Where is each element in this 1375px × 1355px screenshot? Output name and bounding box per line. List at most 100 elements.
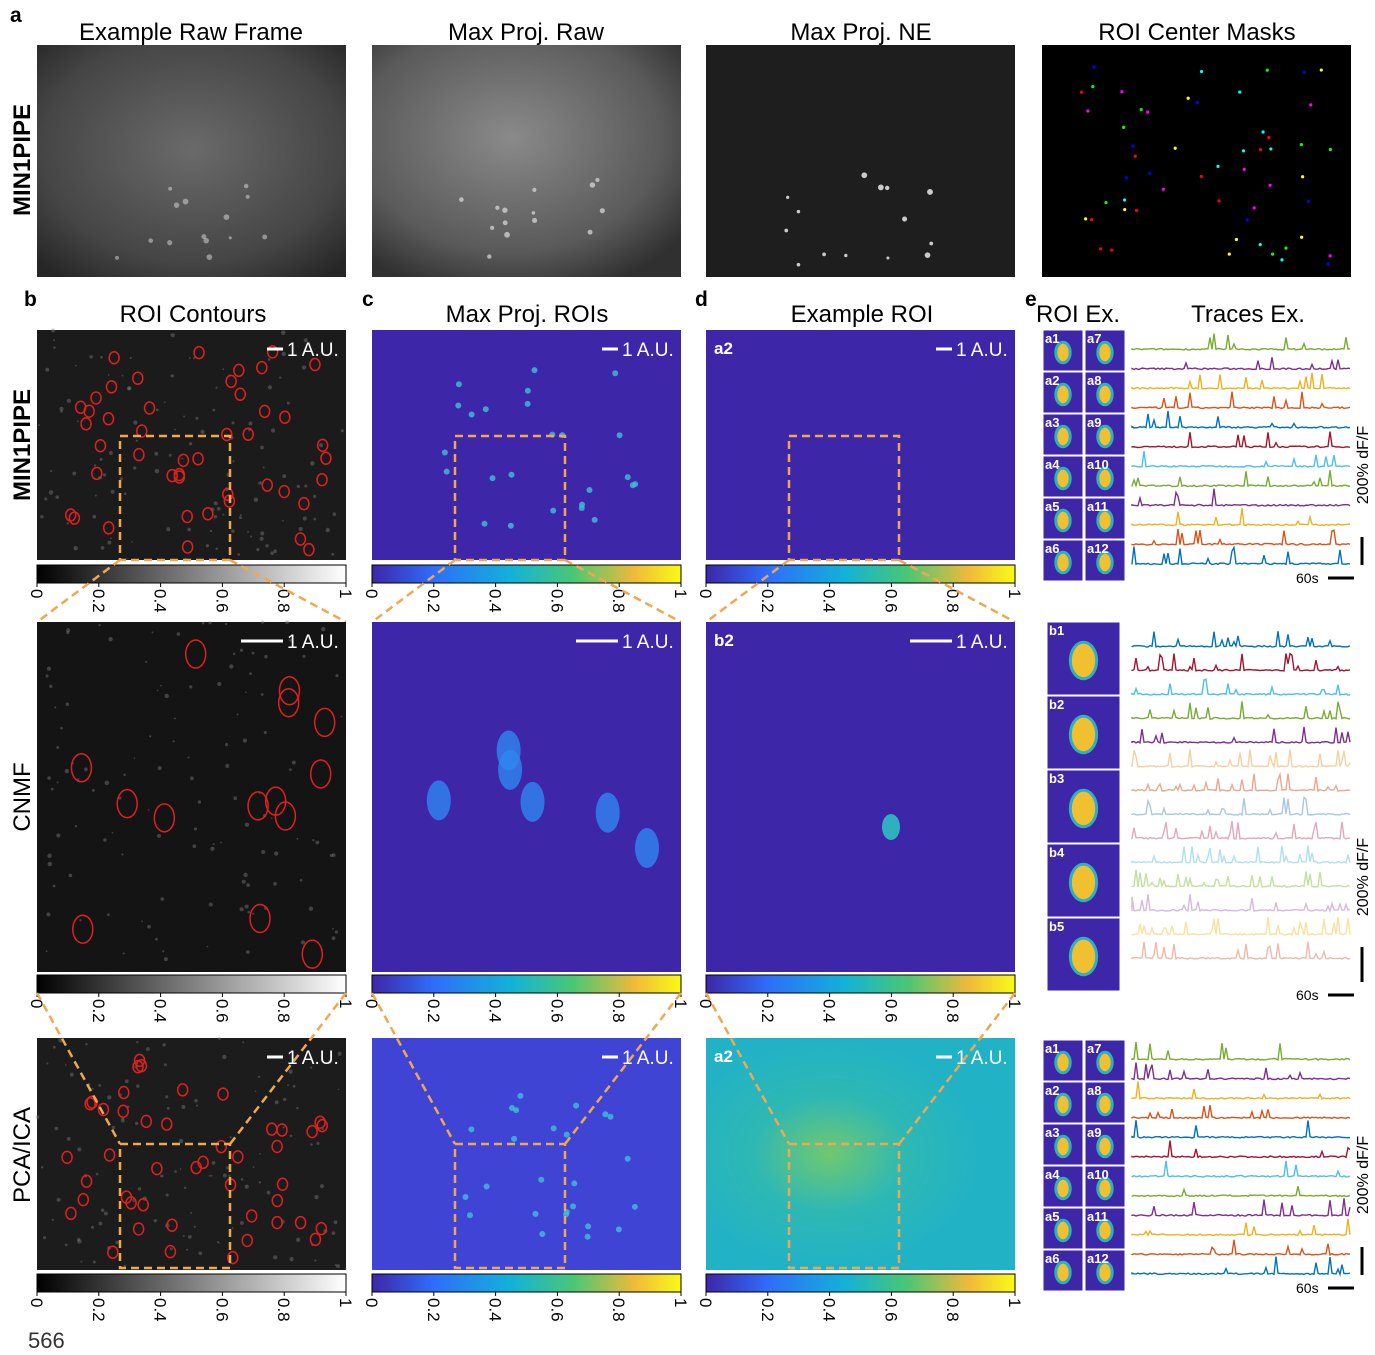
bright-cell	[927, 189, 933, 195]
noise	[189, 442, 192, 445]
bright-cell	[203, 238, 209, 244]
noise	[232, 1227, 234, 1229]
trace	[1132, 508, 1350, 525]
bright-cell	[168, 187, 172, 191]
noise	[287, 402, 290, 405]
colorbar	[37, 1274, 346, 1292]
noise	[263, 466, 265, 468]
roi-blob	[517, 1093, 523, 1099]
roi-blob	[607, 1114, 613, 1120]
noise	[288, 1069, 292, 1073]
noise	[270, 551, 274, 555]
mask-dot	[1200, 175, 1203, 178]
noise	[252, 652, 255, 655]
colorbar-tick-label: 1	[671, 1298, 690, 1307]
mask-dot	[1301, 175, 1304, 178]
bright-cell	[495, 206, 499, 210]
mask-dot	[1242, 149, 1245, 152]
roi-blob	[442, 450, 448, 456]
noise	[213, 843, 215, 845]
colorbar-tick-label: 0.6	[881, 999, 900, 1023]
noise	[302, 365, 306, 369]
scale-bar-label: 1 A.U.	[622, 340, 674, 361]
noise	[171, 333, 175, 337]
trace	[1132, 1063, 1350, 1080]
colorbar	[37, 975, 346, 993]
colorbar-tick-label: 0.8	[274, 999, 293, 1023]
noise	[333, 512, 337, 516]
mask-dot	[1259, 243, 1262, 246]
noise	[246, 950, 250, 954]
noise	[77, 1147, 81, 1151]
noise	[147, 925, 151, 929]
noise	[198, 1251, 202, 1255]
roi-tile-label: a9	[1087, 415, 1101, 430]
mask-dot	[1110, 249, 1113, 252]
noise	[299, 527, 303, 531]
roi-blob	[427, 780, 451, 820]
image-panel	[372, 1038, 681, 1270]
noise	[245, 692, 247, 694]
trace	[1132, 334, 1350, 350]
panel-letter: e	[1025, 288, 1037, 311]
time-scale-label: 60s	[1296, 1280, 1319, 1296]
noise	[220, 842, 222, 844]
roi-blob	[596, 793, 620, 833]
noise	[261, 850, 265, 854]
trace	[1132, 1257, 1350, 1275]
roi-tile-cell	[1070, 864, 1096, 901]
noise	[77, 421, 79, 423]
noise	[154, 452, 158, 456]
noise	[223, 1173, 227, 1177]
noise	[67, 522, 69, 524]
noise	[43, 1236, 46, 1239]
noise	[218, 1242, 220, 1244]
bright-cell	[844, 254, 847, 257]
noise	[70, 1073, 74, 1077]
mask-dot	[1217, 199, 1220, 202]
noise	[145, 661, 147, 663]
trace	[1132, 432, 1350, 448]
roi-blob	[592, 517, 598, 523]
noise	[136, 439, 138, 441]
colorbar-tick-label: 0.4	[820, 999, 839, 1023]
roi-blob	[551, 1125, 557, 1131]
noise	[187, 528, 191, 532]
noise	[212, 409, 215, 412]
noise	[126, 558, 128, 560]
amp-scale-label: 200% dF/F	[1355, 426, 1372, 504]
trace	[1132, 489, 1350, 506]
noise	[341, 429, 344, 432]
roi-blob	[468, 1126, 474, 1132]
mask-dot	[1104, 201, 1107, 204]
roi-blob	[579, 505, 585, 511]
colorbar-tick-label: 0.8	[274, 1298, 293, 1322]
colorbar-tick-label: 0.6	[212, 589, 231, 613]
noise	[194, 1099, 198, 1103]
noise	[256, 548, 259, 551]
colorbar-tick-label: 0.8	[609, 1298, 628, 1322]
trace	[1132, 701, 1350, 719]
colorbar-tick-label: 0	[362, 999, 381, 1008]
bright-cell	[532, 218, 537, 223]
roi-blob	[498, 750, 522, 790]
noise	[177, 632, 181, 636]
trace	[1132, 942, 1350, 959]
mask-dot	[1235, 238, 1238, 241]
noise	[240, 514, 242, 516]
noise	[345, 1267, 347, 1269]
roi-tile-label: a8	[1087, 373, 1101, 388]
colorbar-tick-label: 1	[671, 589, 690, 598]
colorbar-tick-label: 0.6	[212, 999, 231, 1023]
noise	[258, 1076, 260, 1078]
noise	[254, 498, 258, 502]
noise	[149, 735, 151, 737]
colorbar-tick-label: 1	[336, 999, 355, 1008]
trace	[1132, 411, 1350, 428]
colorbar-tick-label: 0	[27, 1298, 46, 1307]
roi-masks	[1042, 45, 1351, 277]
trace	[1132, 774, 1350, 791]
bright-cell	[861, 172, 867, 178]
noise	[164, 1063, 167, 1066]
roi-blob	[539, 1231, 545, 1237]
